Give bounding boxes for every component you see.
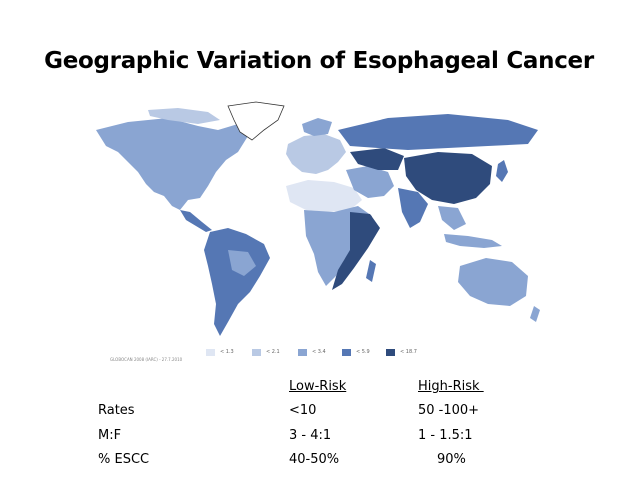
region-southeast-asia <box>438 206 466 230</box>
region-madagascar <box>366 260 376 282</box>
row-high-escc: 90% <box>437 452 466 467</box>
legend-swatch <box>342 348 351 356</box>
region-central-america <box>180 210 212 232</box>
legend-label: < 3.4 <box>312 349 326 355</box>
legend-label: < 18.7 <box>400 349 417 355</box>
map-credit: GLOBOCAN 2008 (IARC) - 27.7.2010 <box>110 357 183 362</box>
region-new-zealand <box>530 306 540 322</box>
region-russia <box>338 114 538 150</box>
region-europe-north <box>302 118 332 136</box>
legend-item-2: < 2.1 <box>252 347 280 357</box>
legend-item-4: < 5.9 <box>342 347 370 357</box>
region-china <box>404 152 492 204</box>
region-greenland <box>227 101 285 141</box>
region-australia <box>458 258 528 306</box>
row-label-mf: M:F <box>98 428 122 443</box>
legend-label: < 5.9 <box>356 349 370 355</box>
region-india <box>398 188 428 228</box>
legend-item-5: < 18.7 <box>386 347 417 357</box>
region-east-africa <box>332 212 380 290</box>
legend-swatch <box>298 348 307 356</box>
region-central-asia <box>350 148 404 170</box>
region-japan <box>496 160 508 182</box>
row-label-rates: Rates <box>98 403 135 418</box>
header-high-risk: High-Risk <box>418 379 484 394</box>
row-high-mf: 1 - 1.5:1 <box>418 428 473 443</box>
region-indonesia <box>444 234 502 248</box>
map-legend: < 1.3 < 2.1 < 3.4 < 5.9 < 18.7 <box>200 347 440 361</box>
legend-item-1: < 1.3 <box>206 347 234 357</box>
legend-item-3: < 3.4 <box>298 347 326 357</box>
region-canada-arctic <box>148 108 220 124</box>
row-high-rates: 50 -100+ <box>418 403 480 418</box>
region-south-america-light <box>228 250 256 276</box>
region-europe <box>286 134 346 174</box>
legend-label: < 2.1 <box>266 349 280 355</box>
row-low-escc: 40-50% <box>289 452 340 467</box>
header-low-risk: Low-Risk <box>289 379 347 394</box>
row-low-mf: 3 - 4:1 <box>289 428 332 443</box>
legend-swatch <box>252 348 261 356</box>
legend-swatch <box>206 348 215 356</box>
slide-title: Geographic Variation of Esophageal Cance… <box>44 48 594 74</box>
world-map <box>88 100 548 350</box>
row-label-escc: % ESCC <box>98 452 150 467</box>
region-middle-east <box>346 166 394 198</box>
region-south-america <box>204 228 270 336</box>
region-north-america <box>96 118 248 210</box>
region-north-africa <box>286 180 362 212</box>
row-low-rates: <10 <box>289 403 317 418</box>
world-map-graphic <box>96 101 540 336</box>
legend-swatch <box>386 348 395 356</box>
legend-label: < 1.3 <box>220 349 234 355</box>
